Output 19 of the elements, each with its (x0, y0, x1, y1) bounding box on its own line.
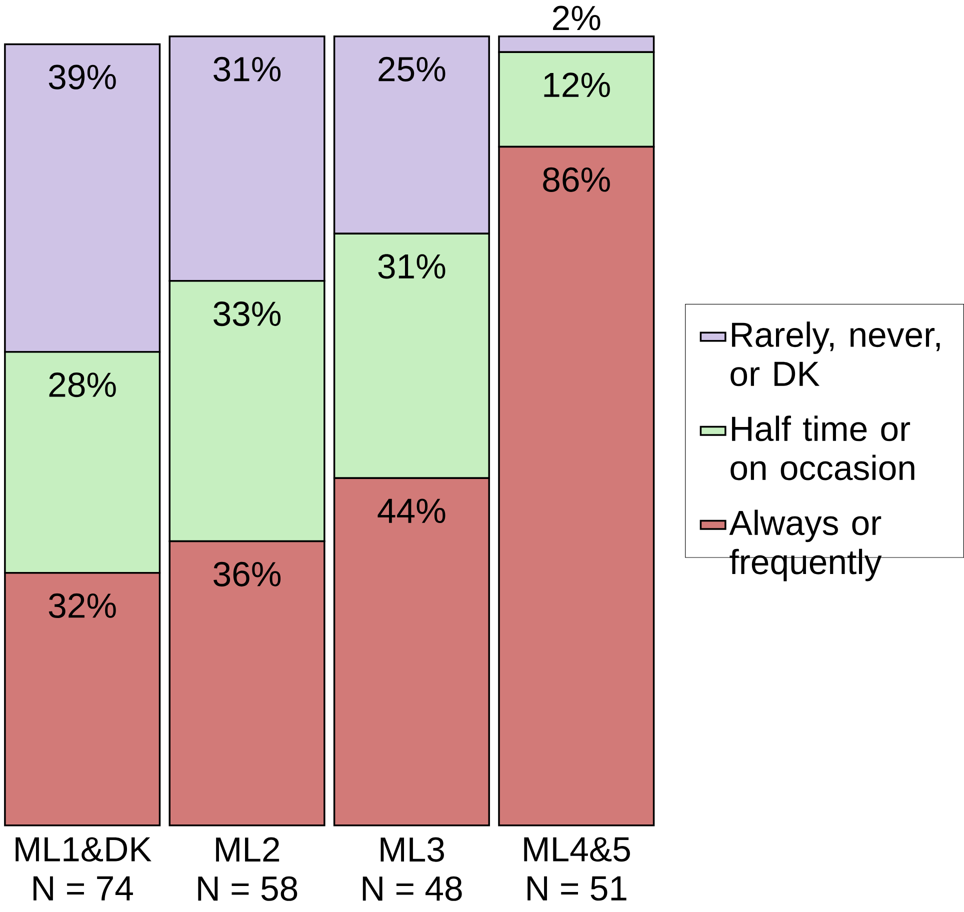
data-label: 25% (378, 56, 446, 82)
x-tick-label: ML4&5 N = 51 (524, 836, 630, 900)
data-label: 32% (48, 593, 116, 618)
data-label: 2% (553, 6, 600, 30)
data-label: 44% (378, 498, 446, 523)
data-label: 39% (48, 64, 116, 90)
legend-label: Rarely, never, or DK (730, 321, 940, 386)
data-label: 86% (543, 167, 610, 192)
legend-label: Half time or on occasion (730, 415, 914, 480)
data-label: 31% (378, 254, 446, 278)
x-tick-label: ML1&DK N = 74 (16, 836, 152, 900)
legend-label: Always or frequently (729, 509, 882, 581)
data-label: 31% (214, 56, 281, 82)
data-label: 28% (49, 372, 116, 397)
data-label: 12% (544, 72, 610, 97)
data-label: 36% (214, 562, 281, 586)
x-tick-label: ML2 N = 58 (198, 836, 298, 901)
data-label: 33% (214, 301, 281, 326)
x-tick-label: ML3 N = 48 (362, 836, 462, 901)
